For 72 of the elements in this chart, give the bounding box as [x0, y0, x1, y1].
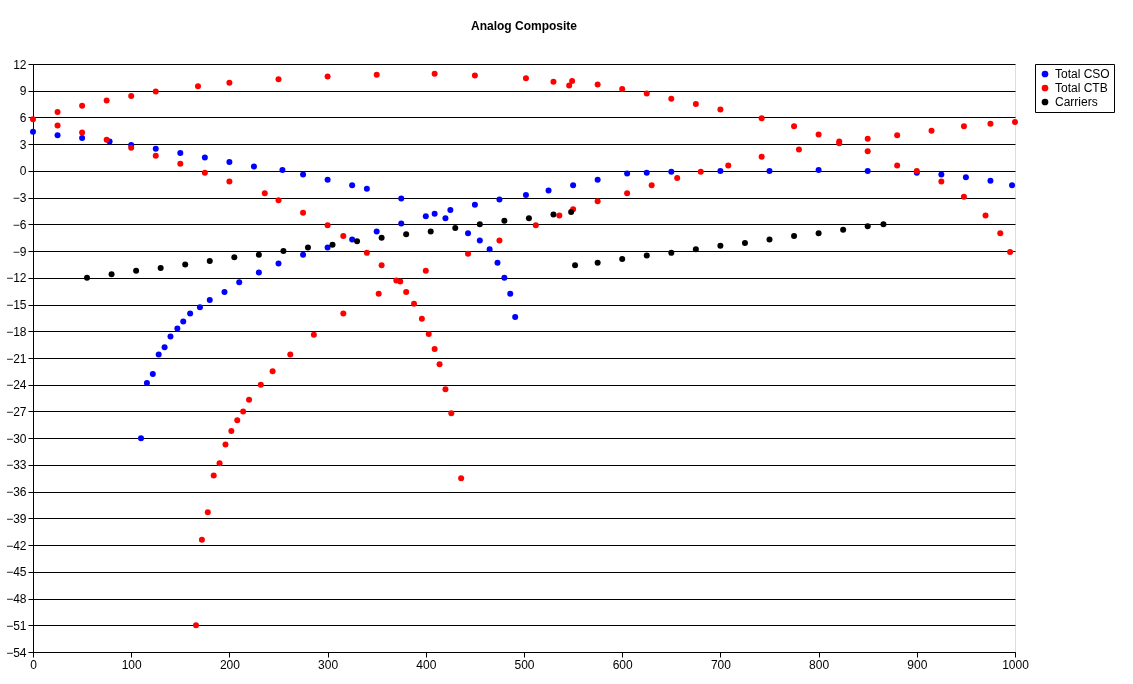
point [692, 246, 699, 253]
point [84, 274, 91, 281]
point [880, 221, 887, 228]
y-tick-label: −54 [6, 645, 27, 660]
y-tick-label: −39 [6, 511, 27, 526]
y-tick-label: −33 [6, 458, 27, 473]
y-tick-label: −42 [6, 538, 27, 553]
point [403, 231, 410, 238]
point [354, 238, 361, 245]
point [378, 234, 385, 241]
y-tick-label: −36 [6, 485, 27, 500]
x-tick-label: 1000 [1002, 657, 1030, 672]
point [668, 249, 675, 256]
point [594, 259, 601, 266]
y-tick-label: −27 [6, 404, 27, 419]
point [280, 248, 287, 255]
x-tick-label: 900 [907, 657, 928, 672]
y-tick-label: −45 [6, 565, 27, 580]
point [840, 226, 847, 233]
y-tick-label: −24 [6, 378, 27, 393]
point [572, 262, 579, 269]
x-tick-label: 0 [30, 657, 38, 672]
point [255, 251, 262, 258]
y-tick-label: −21 [6, 351, 27, 366]
y-tick-label: −12 [6, 271, 27, 286]
x-tick-label: 200 [219, 657, 241, 672]
y-tick-label: 6 [19, 110, 27, 125]
point [815, 230, 822, 237]
y-tick-label: −18 [6, 324, 27, 339]
y-tick-label: −15 [6, 298, 27, 313]
point [550, 211, 557, 218]
y-tick-label: −6 [12, 217, 27, 232]
x-tick-label: 700 [710, 657, 732, 672]
point [133, 267, 140, 274]
chart-title: Analog Composite [470, 19, 578, 33]
x-tick-label: 100 [121, 657, 143, 672]
point [206, 257, 213, 264]
x-tick-label: 800 [809, 657, 830, 672]
point [643, 252, 650, 259]
point [108, 271, 115, 278]
x-tick-label: 300 [318, 657, 339, 672]
y-tick-label: −3 [12, 191, 27, 206]
point [427, 228, 434, 235]
point [157, 265, 164, 272]
y-tick-label: 9 [19, 84, 27, 99]
y-tick-label: −30 [6, 431, 27, 446]
point [231, 254, 238, 261]
x-tick-label: 600 [612, 657, 634, 672]
y-tick-label: −51 [6, 618, 27, 633]
point [864, 223, 871, 230]
y-tick-label: 0 [19, 164, 27, 179]
y-tick-label: −9 [12, 244, 27, 259]
point [304, 244, 311, 251]
legend-label: Total CTB [1055, 81, 1108, 95]
y-tick-label: 12 [13, 57, 27, 72]
x-tick-label: 500 [514, 657, 535, 672]
legend-label: Carriers [1055, 95, 1098, 109]
point [182, 261, 189, 268]
point [476, 221, 483, 228]
y-tick-label: 3 [19, 137, 27, 152]
point [766, 236, 773, 243]
point [717, 242, 724, 249]
y-tick-label: −48 [6, 592, 27, 607]
point [791, 232, 798, 239]
point [525, 215, 532, 222]
point [501, 217, 508, 224]
x-tick-label: 400 [416, 657, 437, 672]
legend-label: Total CSO [1055, 67, 1110, 81]
point [741, 240, 748, 247]
point [619, 256, 626, 263]
point [452, 224, 459, 231]
point [329, 241, 336, 248]
